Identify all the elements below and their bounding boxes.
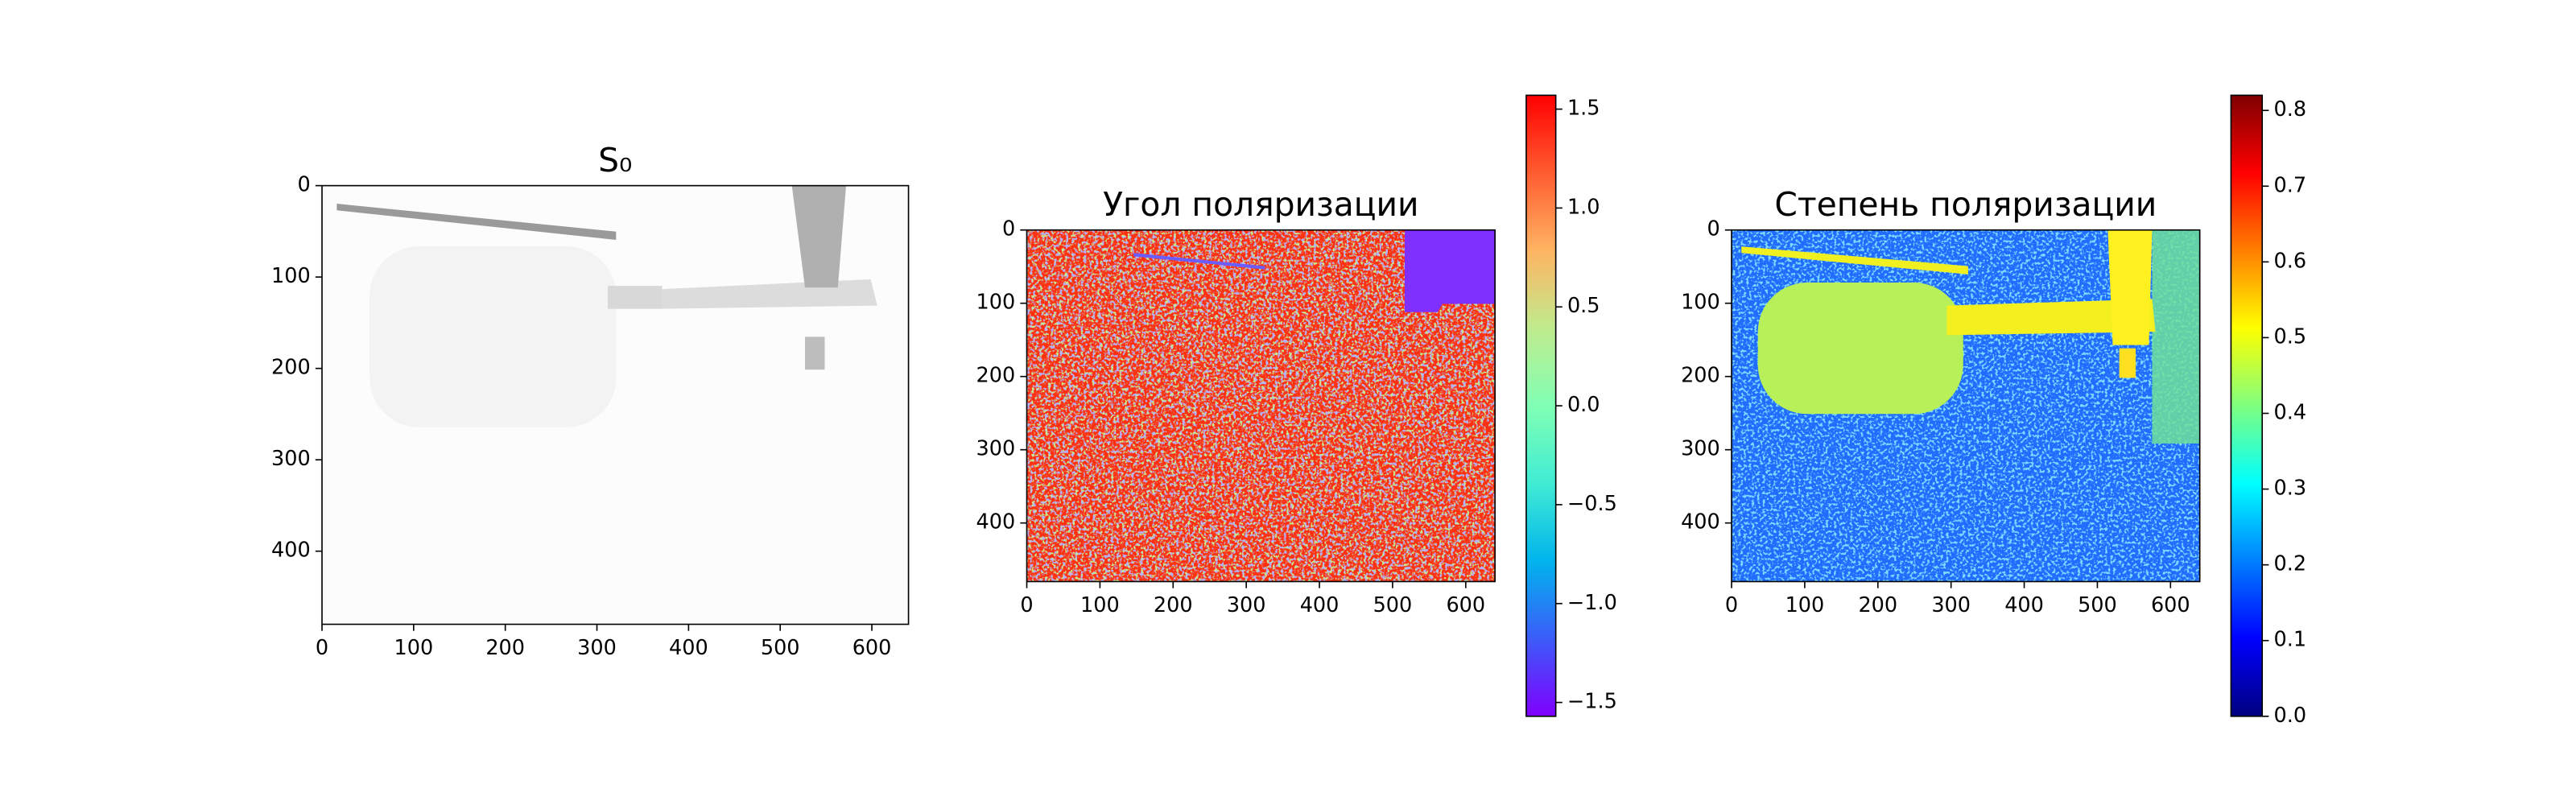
x-tick-label: 100 [1785, 593, 1825, 617]
image-s0 [322, 185, 909, 625]
x-tick-label: 100 [1080, 593, 1120, 617]
axes-frame [1731, 229, 2201, 583]
axes-frame [1026, 229, 1496, 583]
colorbar-tick-label: 0.5 [1567, 294, 1600, 318]
y-tick-label: 200 [1681, 364, 1720, 388]
y-tick-label: 400 [271, 539, 311, 563]
colorbar-tick-label: 0.4 [2273, 400, 2306, 424]
x-tick-label: 500 [2078, 593, 2117, 617]
x-tick-label: 600 [2151, 593, 2190, 617]
x-tick-label: 0 [316, 636, 328, 660]
y-tick-label: 300 [976, 437, 1016, 461]
image-degree [1732, 229, 2200, 582]
x-tick-label: 0 [1020, 593, 1033, 617]
x-tick-label: 0 [1725, 593, 1738, 617]
colorbar-tick-label: 0.8 [2273, 97, 2306, 122]
colorbar-tick-label: 1.0 [1567, 195, 1600, 219]
colorbar-tick-label: 1.5 [1567, 97, 1600, 121]
y-tick-label: 100 [976, 291, 1016, 315]
x-tick-label: 200 [1154, 593, 1193, 617]
y-tick-label: 0 [297, 173, 310, 197]
chart-title: Угол поляризации [1103, 185, 1418, 224]
colorbar-tick-label: 0.5 [2273, 324, 2306, 349]
x-tick-label: 600 [852, 636, 892, 660]
image-angle [1026, 229, 1496, 582]
x-tick-label: 400 [669, 636, 708, 660]
colorbar-tick-label: 0.0 [1567, 393, 1600, 417]
x-tick-label: 200 [1858, 593, 1897, 617]
chart-title: S₀ [598, 141, 632, 180]
y-tick-label: 100 [271, 264, 311, 288]
x-tick-label: 400 [1300, 593, 1340, 617]
colorbar-tick-label: −1.5 [1567, 690, 1617, 714]
y-tick-label: 200 [976, 364, 1016, 388]
y-tick-label: 400 [1681, 510, 1720, 535]
y-tick-label: 400 [976, 510, 1016, 535]
colorbar-tick-label: 0.7 [2273, 173, 2306, 197]
colorbar-tick-label: −1.0 [1567, 591, 1617, 615]
colorbar-tick-label: −0.5 [1567, 492, 1617, 516]
chart-title: Степень поляризации [1774, 185, 2157, 224]
colorbar [1525, 94, 1557, 717]
colorbar [2230, 94, 2264, 717]
y-tick-label: 300 [1681, 437, 1720, 461]
x-tick-label: 100 [394, 636, 434, 660]
axes-frame [321, 184, 910, 625]
colorbar-tick-label: 0.0 [2273, 704, 2306, 728]
y-tick-label: 300 [271, 447, 311, 471]
x-tick-label: 500 [761, 636, 800, 660]
x-tick-label: 300 [1227, 593, 1266, 617]
y-tick-label: 200 [271, 356, 311, 380]
y-tick-label: 0 [1707, 217, 1720, 242]
y-tick-label: 100 [1681, 291, 1720, 315]
colorbar-tick-label: 0.2 [2273, 552, 2306, 576]
colorbar-tick-label: 0.1 [2273, 628, 2306, 652]
x-tick-label: 300 [1931, 593, 1971, 617]
colorbar-tick-label: 0.3 [2273, 477, 2306, 501]
x-tick-label: 200 [485, 636, 525, 660]
colorbar-tick-label: 0.6 [2273, 249, 2306, 273]
x-tick-label: 600 [1446, 593, 1485, 617]
x-tick-label: 300 [577, 636, 617, 660]
x-tick-label: 500 [1373, 593, 1413, 617]
y-tick-label: 0 [1002, 217, 1015, 242]
x-tick-label: 400 [2004, 593, 2044, 617]
